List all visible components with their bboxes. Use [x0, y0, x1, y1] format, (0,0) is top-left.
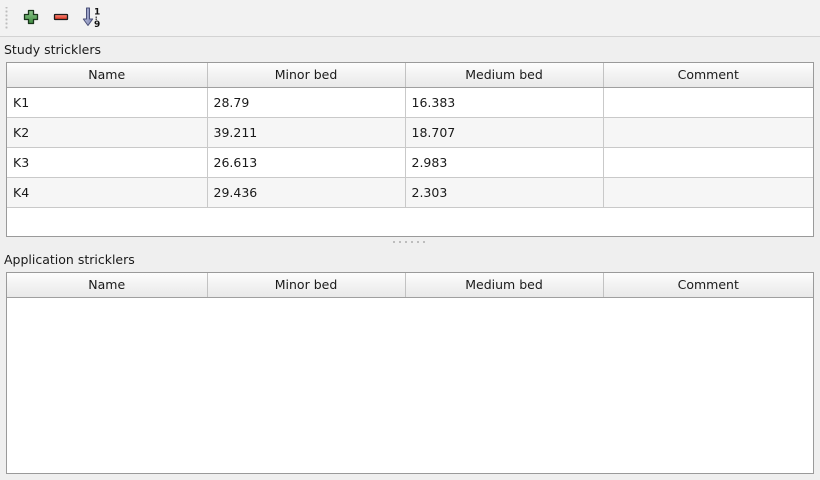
- study-table-frame: Name Minor bed Medium bed Comment K1 28.…: [6, 62, 814, 237]
- column-header-comment[interactable]: Comment: [603, 63, 813, 88]
- toolbar-drag-handle[interactable]: [4, 7, 12, 29]
- sort-ascending-icon: 1 9: [79, 5, 103, 32]
- panel-splitter[interactable]: [0, 237, 820, 247]
- cell-name[interactable]: K4: [7, 177, 208, 208]
- application-table-empty-area[interactable]: [7, 297, 813, 473]
- cell-medium-bed[interactable]: 16.383: [405, 87, 604, 118]
- cell-name[interactable]: K3: [7, 147, 208, 178]
- application-table-frame: Name Minor bed Medium bed Comment: [6, 272, 814, 474]
- study-table-empty-area[interactable]: [7, 207, 813, 236]
- column-header-minor-bed[interactable]: Minor bed: [207, 273, 406, 298]
- cell-minor-bed[interactable]: 26.613: [207, 147, 406, 178]
- cell-medium-bed[interactable]: 18.707: [405, 117, 604, 148]
- remove-button[interactable]: [46, 3, 76, 33]
- svg-text:1: 1: [94, 7, 100, 17]
- minus-icon: [52, 8, 70, 29]
- cell-name[interactable]: K2: [7, 117, 208, 148]
- splitter-grip-dots: [393, 240, 427, 244]
- application-table-header-row: Name Minor bed Medium bed Comment: [7, 273, 813, 298]
- cell-comment[interactable]: [603, 147, 813, 178]
- table-row[interactable]: K3 26.613 2.983: [7, 147, 813, 178]
- cell-minor-bed[interactable]: 28.79: [207, 87, 406, 118]
- column-header-minor-bed[interactable]: Minor bed: [207, 63, 406, 88]
- cell-medium-bed[interactable]: 2.983: [405, 147, 604, 178]
- column-header-comment[interactable]: Comment: [603, 273, 813, 298]
- plus-icon: [22, 8, 40, 29]
- table-row[interactable]: K1 28.79 16.383: [7, 87, 813, 118]
- study-section-label: Study stricklers: [4, 42, 102, 57]
- toolbar: 1 9: [0, 0, 820, 37]
- application-table: Name Minor bed Medium bed Comment: [7, 273, 813, 298]
- sort-button[interactable]: 1 9: [76, 3, 106, 33]
- add-button[interactable]: [16, 3, 46, 33]
- table-row[interactable]: K4 29.436 2.303: [7, 177, 813, 208]
- cell-comment[interactable]: [603, 177, 813, 208]
- cell-comment[interactable]: [603, 87, 813, 118]
- study-table: Name Minor bed Medium bed Comment K1 28.…: [7, 63, 813, 208]
- table-row[interactable]: K2 39.211 18.707: [7, 117, 813, 148]
- application-section-label: Application stricklers: [4, 252, 135, 267]
- column-header-name[interactable]: Name: [7, 273, 208, 298]
- cell-name[interactable]: K1: [7, 87, 208, 118]
- column-header-name[interactable]: Name: [7, 63, 208, 88]
- svg-text:9: 9: [94, 20, 100, 29]
- cell-minor-bed[interactable]: 29.436: [207, 177, 406, 208]
- column-header-medium-bed[interactable]: Medium bed: [405, 273, 604, 298]
- cell-comment[interactable]: [603, 117, 813, 148]
- study-table-header-row: Name Minor bed Medium bed Comment: [7, 63, 813, 88]
- cell-minor-bed[interactable]: 39.211: [207, 117, 406, 148]
- cell-medium-bed[interactable]: 2.303: [405, 177, 604, 208]
- column-header-medium-bed[interactable]: Medium bed: [405, 63, 604, 88]
- application-panel: Name Minor bed Medium bed Comment: [0, 272, 820, 480]
- study-panel: Name Minor bed Medium bed Comment K1 28.…: [0, 62, 820, 237]
